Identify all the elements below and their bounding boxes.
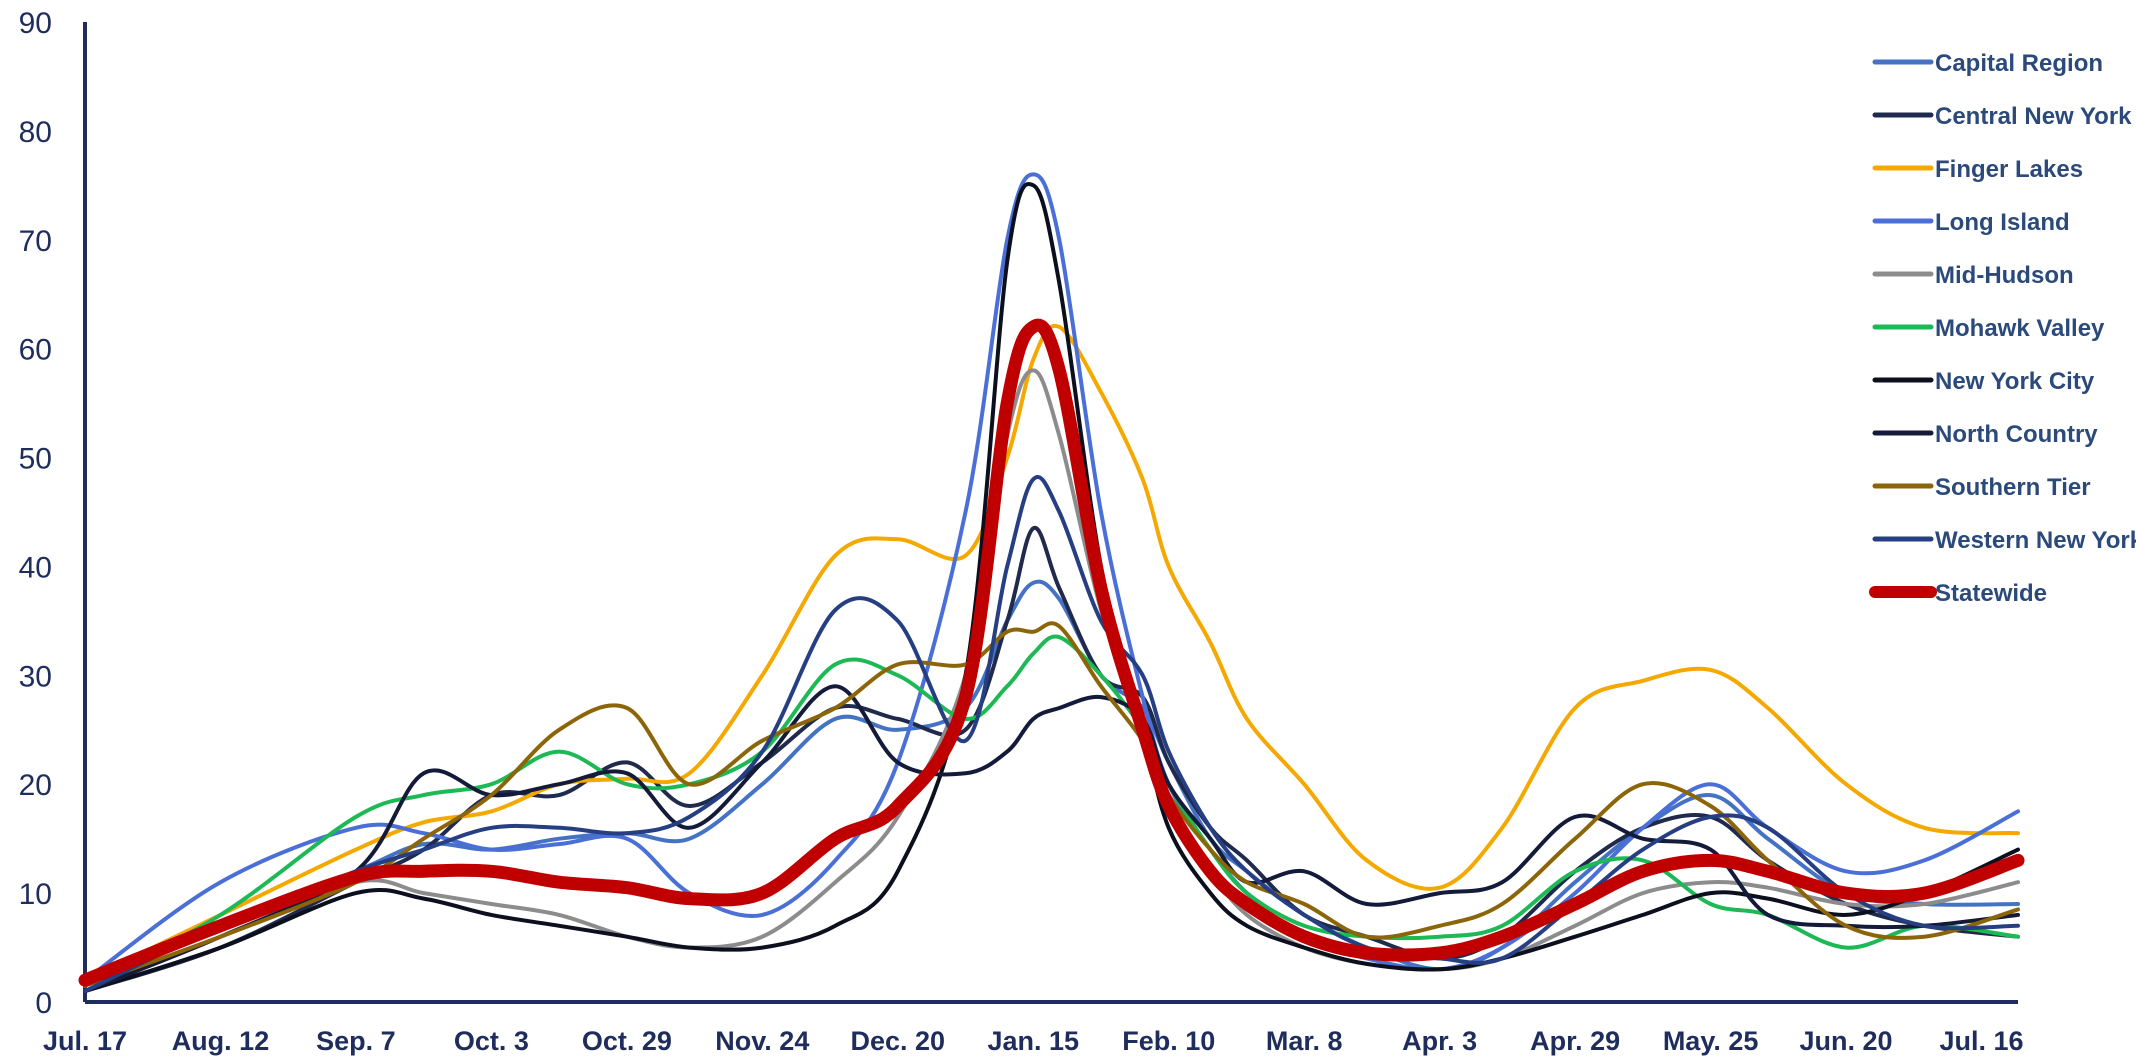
x-tick-label: Jun. 20 [1800,1026,1893,1056]
legend: Capital Region Central New York Finger Lak… [1869,50,2136,607]
y-tick-label: 60 [19,334,52,367]
axes [83,22,2018,1004]
series-line-central-new-york [83,526,2020,994]
x-tick-label: Feb. 10 [1122,1026,1215,1056]
legend-label-western-new-york: Western New York [1935,527,2136,554]
series-lines [78,172,2025,994]
y-tick-label: 50 [19,443,52,476]
x-tick-label: Jul. 17 [43,1026,127,1056]
x-tick-label: May. 25 [1663,1026,1759,1056]
y-tick-label: 20 [19,769,52,802]
y-tick-label: 30 [19,660,52,693]
series-line-mohawk-valley [83,634,2020,988]
y-tick-labels: 0 10 20 30 40 50 60 70 80 90 [19,7,52,1020]
x-tick-label: Mar. 8 [1266,1026,1343,1056]
x-tick-label: Apr. 3 [1402,1026,1477,1056]
legend-label-southern-tier: Southern Tier [1935,474,2091,501]
x-tick-label: Jan. 15 [987,1026,1079,1056]
legend-label-statewide: Statewide [1935,580,2047,607]
series-line-mid-hudson [83,368,2020,988]
y-tick-label: 90 [19,7,52,40]
series-line-north-country [83,684,2020,994]
legend-label-long-island: Long Island [1935,209,2070,236]
y-tick-label: 40 [19,551,52,584]
x-tick-label: Oct. 3 [454,1026,529,1056]
series-line-capital-region [83,579,2020,988]
series-line-statewide [78,318,2025,987]
x-tick-labels: Jul. 17 Aug. 12 Sep. 7 Oct. 3 Oct. 29 Nov. 24… [43,1026,2024,1056]
y-tick-label: 80 [19,116,52,149]
series-line-long-island [83,172,2020,983]
x-tick-label: Aug. 12 [172,1026,270,1056]
legend-label-mid-hudson: Mid-Hudson [1935,262,2074,289]
legend-label-north-country: North Country [1935,421,2098,448]
series-line-western-new-york [83,475,2020,994]
series-line-new-york-city [83,182,2020,994]
legend-label-capital-region: Capital Region [1935,50,2103,77]
series-line-southern-tier [83,621,2020,988]
x-tick-label: Apr. 29 [1530,1026,1620,1056]
legend-label-mohawk-valley: Mohawk Valley [1935,315,2105,342]
legend-label-new-york-city: New York City [1935,368,2095,395]
y-tick-label: 70 [19,225,52,258]
x-tick-label: Sep. 7 [316,1026,396,1056]
legend-label-finger-lakes: Finger Lakes [1935,156,2083,183]
x-tick-label: Nov. 24 [715,1026,809,1056]
legend-label-central-new-york: Central New York [1935,103,2132,130]
x-tick-label: Oct. 29 [582,1026,672,1056]
y-tick-label: 10 [19,878,52,911]
x-tick-label: Jul. 16 [1940,1026,2024,1056]
x-tick-label: Dec. 20 [851,1026,946,1056]
y-tick-label: 0 [35,987,52,1020]
